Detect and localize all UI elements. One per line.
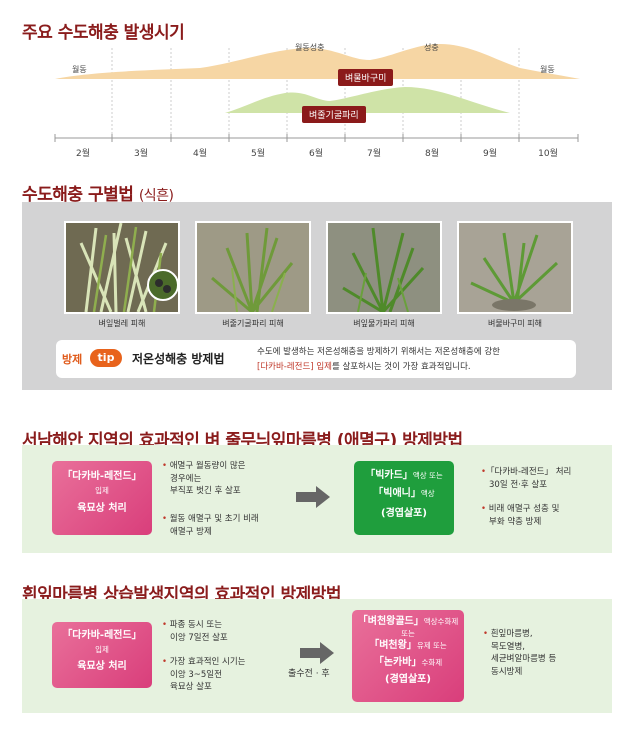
tip-title: 저온성해충 방제법 [132, 352, 225, 366]
s3-treatment: 육묘상 처리 [77, 503, 127, 514]
photo-leaf-miner-damage [326, 221, 442, 314]
s3-product-form: 입제 [95, 486, 109, 495]
tip-box [56, 340, 576, 378]
label-adult: 성충 [424, 43, 439, 52]
month-label: 10월 [538, 149, 558, 159]
tip-text: 수도에 발생하는 저온성해충을 방제하기 위해서는 저온성해충에 강한 [다카바… [257, 345, 500, 375]
label-wintering-right: 월동 [540, 65, 555, 74]
month-label: 5월 [250, 149, 265, 159]
s3-left-treatment-box: 「다카바-레전드」 입제 육묘상 처리 [52, 461, 152, 535]
s4-right-line2: 「벼천왕」유제 또는 [369, 640, 447, 651]
tag-brown-pest: 벼물바구미 [338, 69, 394, 86]
s3-arrow-icon [296, 486, 330, 508]
s4-right-line3: 「논카바」수화제 [373, 657, 443, 668]
s3-right-treatment-box: 「빅카드」액상 또는 「빅애니」액상 (경엽살포) [354, 461, 454, 535]
s3-right-line2: 「빅애니」액상 [373, 488, 435, 499]
caption-photo-4: 벼물바구미 피해 [487, 319, 543, 328]
section2-title: 수도해충 구별법 (식흔) [22, 185, 174, 205]
s3-right-bullet-2: • 비래 애멸구 성충 및 부화 약충 방제 [481, 504, 560, 527]
s4-arrow-label: 출수전 · 후 [288, 669, 330, 679]
s3-right-line3: (경엽살포) [381, 508, 427, 519]
section2-title-paren: (식흔) [138, 188, 174, 204]
s4-product-name: 「다카바-레전드」 [62, 630, 142, 641]
tip-highlight: [다카바-레전드] 입제 [257, 362, 332, 372]
s3-right-line1: 「빅카드」액상 또는 [365, 470, 443, 481]
s4-right-bullets: • 흰잎마름병, 목도열병, 세균벼알마름병 등 동시방제 [483, 629, 557, 677]
caption-photo-3: 벼잎물가파리 피해 [353, 319, 415, 328]
section1-title: 주요 수도해충 발생시기 [22, 23, 185, 43]
timeline-ticks [54, 134, 579, 142]
timeline-chart [54, 44, 580, 142]
month-label: 2월 [75, 149, 90, 159]
month-label: 8월 [424, 149, 439, 159]
month-label: 9월 [482, 149, 497, 159]
photo-leaf-beetle-damage [64, 221, 180, 314]
s4-right-line4: (경엽살포) [385, 674, 431, 685]
s3-bullet-group-1: • 애멸구 월동량이 많은 경우에는 부직포 벗긴 후 살포 [162, 461, 246, 496]
green-pest-curve [225, 87, 510, 113]
tip-badge: tip [90, 349, 122, 367]
label-wintering-left: 월동 [72, 65, 87, 74]
tag-green-pest: 벼줄기굴파리 [302, 106, 366, 123]
photo-water-weevil-damage [457, 221, 573, 314]
s4-bullet-group-1: • 파종 동시 또는 이앙 7일전 살포 [162, 620, 228, 643]
s3-product-name: 「다카바-레전드」 [62, 471, 142, 482]
tip-text-line1: 수도에 발생하는 저온성해충을 방제하기 위해서는 저온성해충에 강한 [257, 347, 500, 357]
month-label: 6월 [308, 149, 323, 159]
s4-arrow-icon [300, 642, 334, 664]
month-label: 3월 [133, 149, 148, 159]
caption-photo-1: 벼잎벌레 피해 [98, 319, 146, 328]
label-wintering-adult: 월동성충 [295, 43, 325, 52]
s4-left-treatment-box: 「다카바-레전드」 입제 육묘상 처리 [52, 622, 152, 688]
s4-bullet-group-2: • 가장 효과적인 시기는 이앙 3~5일전 육묘상 살포 [162, 657, 246, 692]
photo-stem-fly-damage [195, 221, 311, 314]
s4-treatment: 육묘상 처리 [77, 661, 127, 672]
s3-bullet-group-2: • 월동 애멸구 및 초기 비래 애멸구 방제 [162, 514, 259, 537]
month-label: 4월 [192, 149, 207, 159]
s4-right-line1: 「벼천왕골드」액상수화제 [357, 616, 459, 627]
tip-label: 방제 [62, 353, 83, 366]
month-label: 7월 [366, 149, 381, 159]
brown-pest-curve [55, 44, 580, 79]
tip-text-line2: [다카바-레전드] 입제를 살포하시는 것이 가장 효과적입니다. [257, 362, 471, 372]
s4-right-treatment-box: 「벼천왕골드」액상수화제 또는 「벼천왕」유제 또는 「논카바」수화제 (경엽살… [352, 610, 464, 702]
s3-right-bullet-1: •「다카바-레전드」 처리 30일 전·후 살포 [481, 467, 572, 490]
caption-photo-2: 벼줄기굴파리 피해 [222, 319, 284, 328]
s4-product-form: 입제 [95, 645, 109, 654]
s4-right-or: 또는 [401, 629, 415, 638]
